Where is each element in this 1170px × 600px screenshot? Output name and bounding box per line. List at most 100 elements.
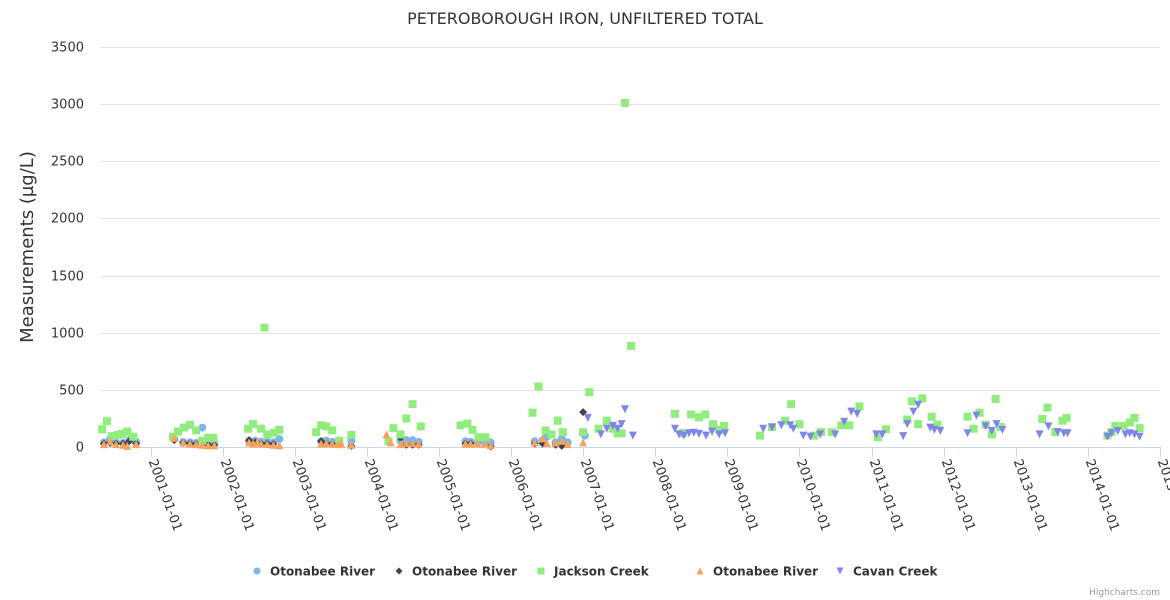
data-point[interactable]: [1113, 427, 1122, 435]
data-point[interactable]: [322, 422, 331, 431]
data-point[interactable]: [111, 440, 120, 449]
data-point[interactable]: [670, 424, 679, 433]
data-point[interactable]: [389, 424, 398, 433]
data-point[interactable]: [198, 423, 207, 432]
data-point[interactable]: [538, 434, 547, 443]
legend-item[interactable]: Otonabee River: [696, 565, 819, 579]
data-point[interactable]: [198, 440, 207, 449]
data-point[interactable]: [113, 431, 122, 439]
data-point[interactable]: [541, 426, 550, 435]
data-point[interactable]: [1130, 430, 1139, 439]
data-point[interactable]: [192, 426, 201, 435]
data-point[interactable]: [695, 413, 704, 422]
data-point[interactable]: [981, 422, 990, 431]
data-point[interactable]: [695, 429, 704, 438]
data-point[interactable]: [1135, 424, 1144, 433]
data-point[interactable]: [328, 439, 337, 448]
data-point[interactable]: [1053, 428, 1062, 437]
data-point[interactable]: [263, 430, 272, 439]
data-point[interactable]: [257, 424, 266, 433]
data-point[interactable]: [557, 436, 566, 445]
data-point[interactable]: [789, 424, 798, 433]
data-point[interactable]: [547, 430, 556, 439]
data-point[interactable]: [102, 417, 111, 426]
data-point[interactable]: [481, 433, 490, 442]
data-point[interactable]: [416, 422, 425, 431]
data-point[interactable]: [106, 437, 115, 446]
data-point[interactable]: [335, 436, 344, 445]
data-point[interactable]: [551, 438, 560, 447]
data-point[interactable]: [709, 420, 718, 429]
data-point[interactable]: [620, 405, 629, 414]
data-point[interactable]: [257, 439, 266, 448]
data-point[interactable]: [192, 440, 201, 449]
data-point[interactable]: [1051, 428, 1060, 437]
data-point[interactable]: [806, 432, 815, 441]
legend-label[interactable]: Jackson Creek: [553, 565, 650, 579]
data-point[interactable]: [461, 439, 470, 448]
data-point[interactable]: [249, 420, 258, 429]
data-point[interactable]: [1119, 421, 1128, 430]
data-point[interactable]: [914, 400, 923, 409]
data-point[interactable]: [872, 430, 881, 439]
data-point[interactable]: [918, 394, 927, 403]
data-point[interactable]: [408, 400, 417, 409]
data-point[interactable]: [899, 432, 908, 441]
data-point[interactable]: [926, 423, 935, 432]
data-point[interactable]: [579, 438, 588, 447]
data-point[interactable]: [1035, 430, 1044, 439]
data-point[interactable]: [1038, 415, 1047, 423]
data-point[interactable]: [466, 439, 475, 448]
data-point[interactable]: [903, 420, 912, 429]
data-point[interactable]: [1107, 429, 1116, 438]
data-point[interactable]: [903, 415, 912, 424]
data-point[interactable]: [275, 435, 284, 443]
data-point[interactable]: [715, 430, 724, 439]
data-point[interactable]: [987, 427, 996, 435]
data-point[interactable]: [312, 428, 321, 437]
data-point[interactable]: [382, 430, 391, 439]
data-point[interactable]: [1103, 432, 1112, 441]
data-point[interactable]: [337, 439, 346, 448]
data-point[interactable]: [402, 414, 411, 423]
data-point[interactable]: [486, 441, 495, 450]
data-point[interactable]: [908, 397, 917, 406]
data-point[interactable]: [781, 416, 790, 425]
data-point[interactable]: [759, 424, 768, 433]
data-point[interactable]: [275, 425, 284, 434]
data-point[interactable]: [701, 410, 710, 419]
data-point[interactable]: [777, 421, 786, 430]
data-point[interactable]: [1063, 429, 1072, 438]
data-point[interactable]: [129, 432, 138, 441]
data-point[interactable]: [608, 421, 617, 430]
data-point[interactable]: [831, 430, 840, 439]
data-point[interactable]: [530, 438, 539, 447]
data-point[interactable]: [670, 409, 679, 418]
data-point[interactable]: [991, 395, 1000, 403]
data-point[interactable]: [322, 439, 331, 447]
legend-label[interactable]: Otonabee River: [412, 565, 517, 579]
data-point[interactable]: [347, 440, 356, 449]
data-point[interactable]: [402, 439, 411, 447]
data-point[interactable]: [679, 431, 688, 440]
data-point[interactable]: [845, 421, 854, 430]
data-point[interactable]: [456, 421, 465, 430]
data-point[interactable]: [684, 429, 693, 438]
data-point[interactable]: [210, 441, 219, 450]
data-point[interactable]: [1125, 418, 1134, 427]
data-point[interactable]: [617, 429, 626, 438]
data-point[interactable]: [468, 425, 477, 434]
data-point[interactable]: [347, 431, 356, 439]
data-point[interactable]: [260, 323, 269, 332]
data-point[interactable]: [1130, 413, 1139, 422]
data-point[interactable]: [328, 426, 337, 435]
data-point[interactable]: [613, 424, 622, 433]
data-point[interactable]: [708, 427, 717, 436]
data-point[interactable]: [123, 441, 132, 450]
data-point[interactable]: [840, 417, 849, 426]
data-point[interactable]: [118, 429, 127, 438]
data-point[interactable]: [930, 425, 939, 434]
data-point[interactable]: [384, 437, 393, 446]
data-point[interactable]: [1043, 403, 1052, 412]
data-point[interactable]: [186, 439, 195, 448]
